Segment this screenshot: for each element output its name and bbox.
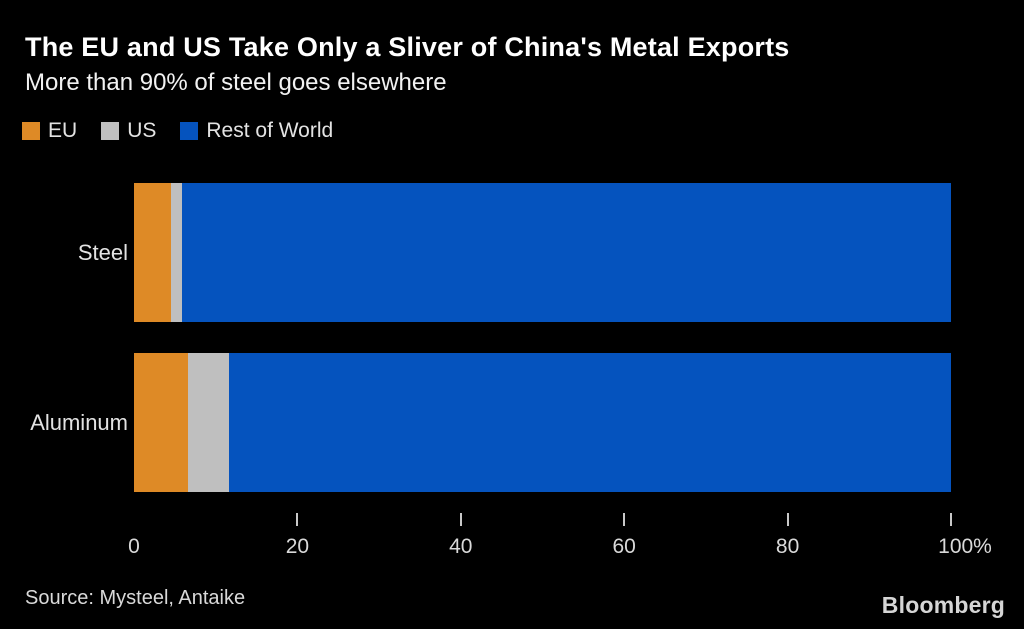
chart-title: The EU and US Take Only a Sliver of Chin… [25,32,790,62]
source-text: Source: Mysteel, Antaike [25,587,246,609]
bar-aluminum [134,353,951,492]
legend-item-rest-of-world: Rest of World [180,119,334,142]
plot-area [134,183,951,492]
chart-subtitle: More than 90% of steel goes elsewhere [25,69,447,96]
x-tick-label-100: 100% [938,535,992,558]
legend-swatch-icon [22,122,40,140]
category-label-aluminum: Aluminum [30,409,128,435]
x-tick-label-20: 20 [285,535,310,558]
segment-aluminum-us [187,353,229,492]
legend-swatch-icon [180,122,199,140]
segment-steel-eu [134,183,171,322]
x-tick-mark-60 [623,513,626,526]
legend-swatch-icon [101,122,120,140]
legend-label: US [127,119,157,142]
x-tick-label-60: 60 [612,535,636,558]
segment-aluminum-eu [134,353,188,492]
bar-steel [134,183,951,322]
legend-item-eu: EU [22,119,78,142]
segment-steel-us [170,183,183,322]
legend-item-us: US [101,119,157,142]
legend-label: EU [48,119,78,142]
category-labels: Steel Aluminum [0,183,128,492]
x-axis: 0 20 40 60 80 100% [128,513,992,573]
x-tick-mark-20 [296,513,299,526]
bloomberg-logo: Bloomberg [881,592,1005,618]
x-tick-mark-80 [786,513,789,526]
segment-steel-rest-of-world [182,183,951,322]
x-tick-label-80: 80 [775,535,800,558]
category-label-steel: Steel [77,239,128,265]
legend-label: Rest of World [206,119,334,142]
legend: EU US Rest of World [22,119,334,142]
x-tick-label-0: 0 [128,535,140,558]
segment-aluminum-rest-of-world [228,353,951,492]
x-tick-mark-100 [950,513,952,526]
x-tick-mark-40 [459,513,462,526]
x-tick-label-40: 40 [449,535,473,558]
